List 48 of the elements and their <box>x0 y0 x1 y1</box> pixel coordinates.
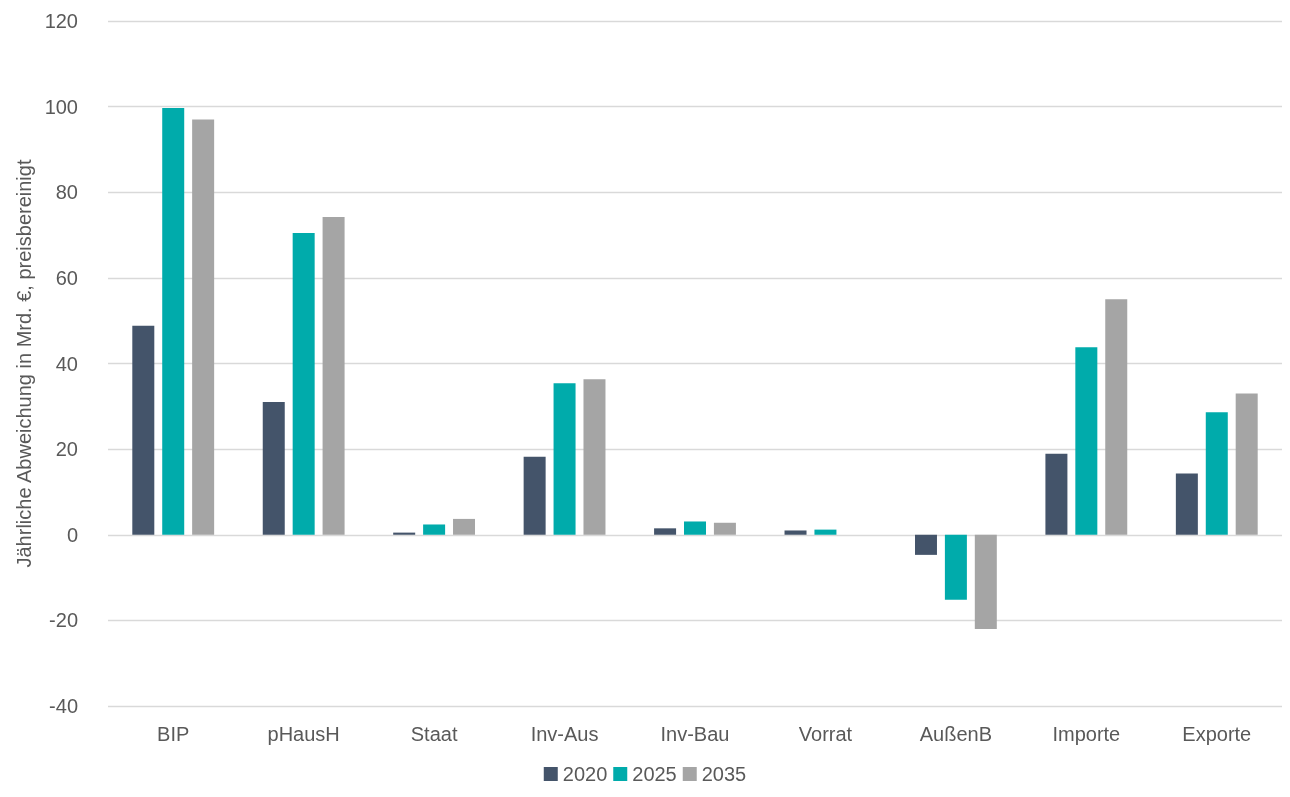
legend-label: 2020 <box>562 763 608 785</box>
bar <box>914 534 937 555</box>
bar <box>423 524 446 535</box>
bar <box>322 217 345 535</box>
bar <box>583 379 606 535</box>
bar <box>1075 347 1098 535</box>
y-tick-label: 0 <box>66 523 78 546</box>
bar <box>684 521 706 535</box>
x-tick-label: Staat <box>410 723 458 745</box>
bar <box>292 232 315 535</box>
x-tick-label: Inv-Bau <box>660 723 730 745</box>
bar <box>1045 453 1068 535</box>
bar <box>192 119 215 535</box>
bar <box>1205 412 1228 535</box>
bar <box>453 518 476 535</box>
x-tick-label: Inv-Aus <box>530 723 599 745</box>
bar <box>1235 393 1258 535</box>
bar <box>132 325 155 535</box>
bar <box>1175 473 1198 535</box>
x-tick-label: AußenB <box>919 723 993 745</box>
bar <box>654 528 677 535</box>
legend-label: 2025 <box>632 763 677 785</box>
bar <box>262 402 285 535</box>
y-tick-label: 40 <box>55 352 78 375</box>
bar <box>1105 299 1128 535</box>
x-tick-label: Importe <box>1052 723 1121 745</box>
bar <box>944 534 967 600</box>
bar <box>162 107 185 535</box>
y-tick-label: 20 <box>55 438 78 461</box>
x-tick-label: pHausH <box>267 723 340 745</box>
x-tick-label: Exporte <box>1182 723 1252 745</box>
bar <box>784 530 807 535</box>
x-tick-label: BIP <box>157 723 190 745</box>
y-tick-label: 60 <box>55 266 78 289</box>
y-tick-label: -20 <box>49 609 78 632</box>
bar <box>713 522 736 535</box>
y-tick-label: -40 <box>49 695 78 717</box>
bar <box>523 456 546 535</box>
y-axis-title: Jährliche Abweichung in Mrd. €, preisbereinigt <box>12 159 35 568</box>
bar <box>974 534 997 629</box>
y-tick-label: 120 <box>44 10 78 32</box>
y-tick-label: 80 <box>55 181 78 204</box>
bar <box>553 383 576 535</box>
y-tick-label: 100 <box>44 95 78 118</box>
legend-label: 2035 <box>701 763 747 785</box>
x-tick-label: Vorrat <box>798 723 853 745</box>
bar <box>393 532 416 535</box>
bar <box>814 529 837 535</box>
